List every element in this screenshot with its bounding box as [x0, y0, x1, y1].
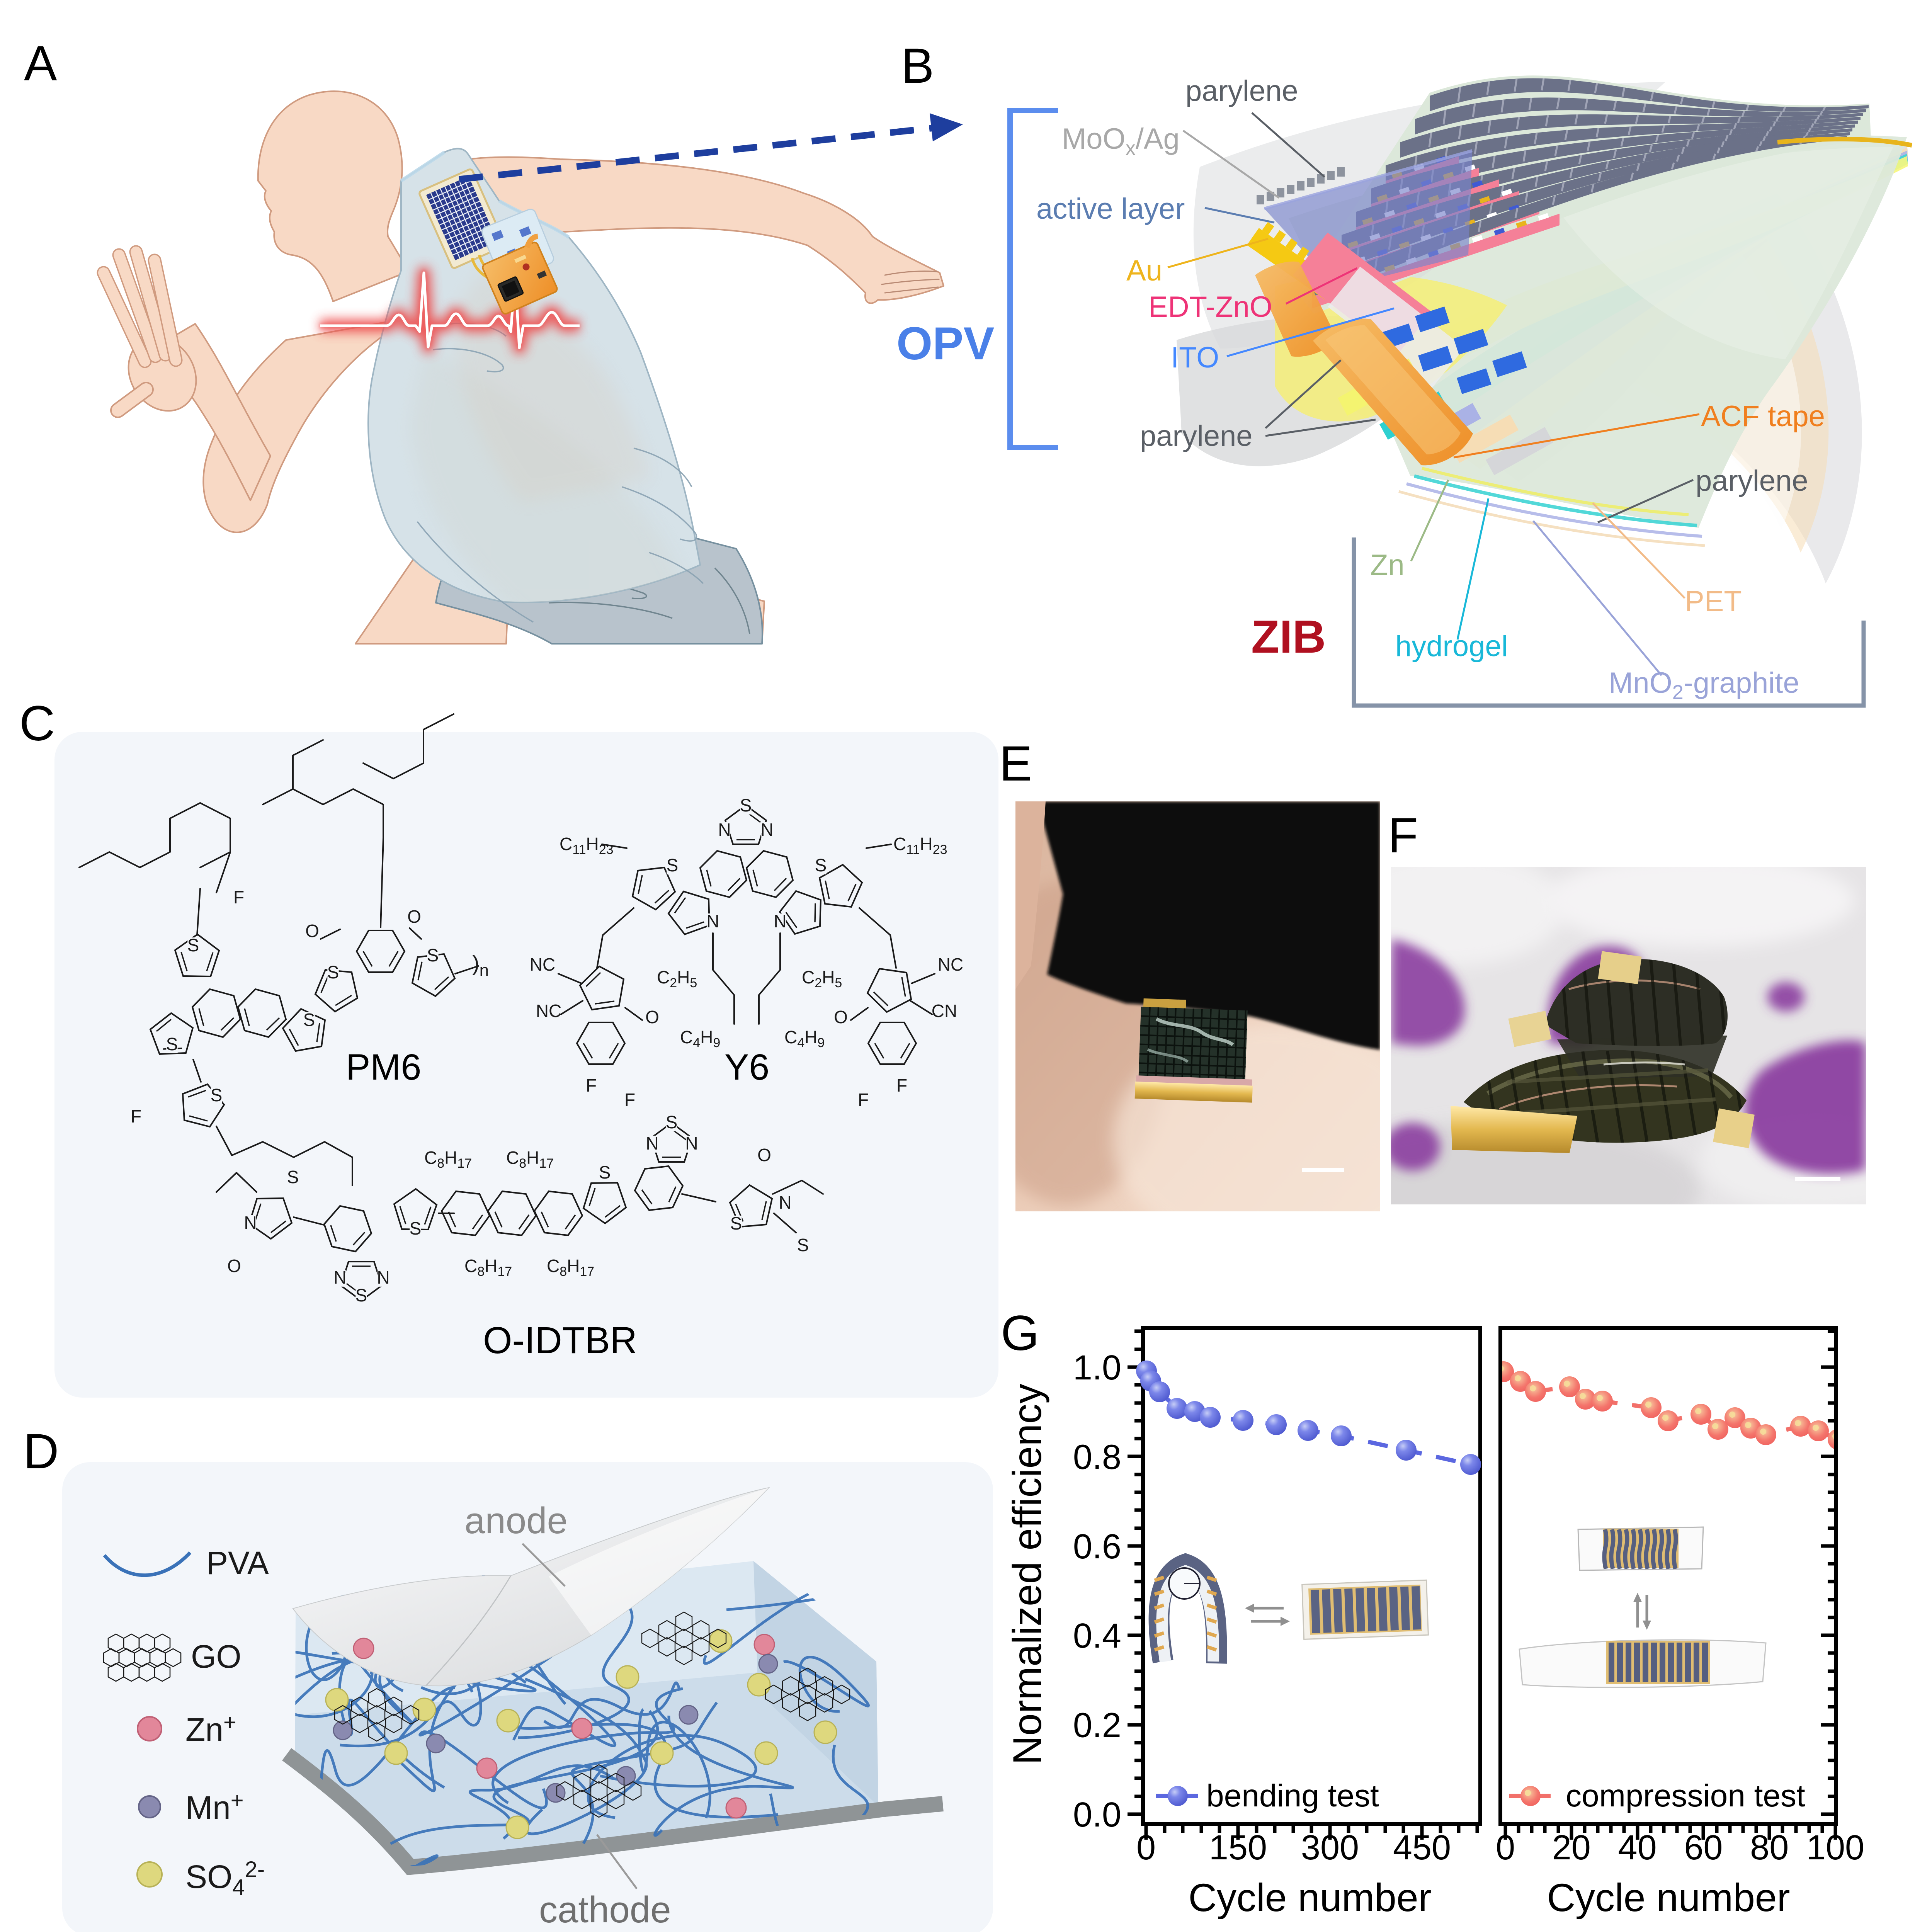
svg-text:N: N	[685, 1133, 698, 1153]
svg-text:ITO: ITO	[1171, 341, 1219, 374]
svg-text:0.0: 0.0	[1073, 1796, 1121, 1834]
svg-text:C: C	[19, 696, 55, 751]
svg-text:O: O	[834, 1007, 848, 1027]
svg-text:C8H17: C8H17	[424, 1148, 472, 1171]
svg-text:S: S	[287, 1167, 299, 1187]
svg-text:F: F	[586, 1075, 597, 1095]
svg-text:Cycle number: Cycle number	[1547, 1876, 1790, 1920]
svg-text:compression test: compression test	[1566, 1778, 1805, 1813]
svg-text:O: O	[407, 906, 421, 927]
svg-text:N: N	[377, 1267, 389, 1287]
svg-text:Zn: Zn	[1370, 549, 1405, 582]
svg-text:F: F	[131, 1106, 141, 1126]
svg-text:S: S	[815, 855, 827, 875]
svg-text:O: O	[305, 921, 319, 941]
svg-text:C8H17: C8H17	[547, 1256, 594, 1279]
svg-text:0.8: 0.8	[1073, 1438, 1121, 1476]
svg-text:S: S	[355, 1285, 367, 1305]
svg-text:anode: anode	[464, 1500, 568, 1541]
svg-text:N: N	[779, 1192, 791, 1213]
svg-text:A: A	[24, 36, 57, 91]
svg-text:S: S	[427, 945, 439, 965]
svg-text:Normalized efficiency: Normalized efficiency	[1005, 1384, 1050, 1765]
svg-text:OPV: OPV	[896, 318, 994, 369]
svg-text:0.6: 0.6	[1073, 1527, 1121, 1566]
svg-text:ZIB: ZIB	[1251, 611, 1326, 663]
svg-text:O: O	[757, 1145, 771, 1165]
svg-text:F: F	[896, 1075, 907, 1095]
svg-text:NC: NC	[530, 954, 555, 975]
svg-text:B: B	[901, 38, 934, 94]
svg-text:MnO2-graphite: MnO2-graphite	[1609, 667, 1799, 704]
svg-text:N: N	[774, 911, 786, 931]
svg-text:F: F	[624, 1090, 635, 1110]
svg-text:C11H23: C11H23	[560, 834, 614, 857]
svg-text:S: S	[327, 962, 339, 982]
svg-text:S: S	[797, 1235, 809, 1255]
svg-text:0.4: 0.4	[1073, 1617, 1121, 1655]
svg-text:O-IDTBR: O-IDTBR	[483, 1319, 637, 1361]
svg-text:C11H23: C11H23	[893, 834, 947, 857]
svg-text:D: D	[23, 1424, 59, 1479]
svg-text:N: N	[718, 820, 731, 840]
svg-text:S: S	[740, 795, 752, 815]
svg-text:PET: PET	[1685, 585, 1742, 618]
svg-text:N: N	[244, 1213, 257, 1233]
svg-text:S: S	[303, 1010, 315, 1030]
svg-text:GO: GO	[191, 1638, 242, 1675]
svg-text:S: S	[666, 1112, 678, 1132]
svg-text:S: S	[599, 1162, 611, 1182]
svg-text:F: F	[233, 887, 244, 907]
svg-text:O: O	[227, 1256, 241, 1276]
svg-text:G: G	[1001, 1306, 1039, 1361]
svg-text:C8H17: C8H17	[464, 1256, 512, 1279]
svg-text:parylene: parylene	[1185, 75, 1298, 107]
svg-text:Cycle number: Cycle number	[1188, 1876, 1431, 1920]
svg-text:F: F	[858, 1090, 869, 1110]
svg-text:Y6: Y6	[724, 1047, 769, 1088]
svg-text:N: N	[760, 820, 773, 840]
svg-text:S: S	[667, 855, 679, 875]
svg-text:O: O	[645, 1007, 659, 1027]
svg-text:PM6: PM6	[346, 1047, 421, 1088]
svg-text:parylene: parylene	[1696, 464, 1808, 497]
svg-text:S: S	[410, 1218, 422, 1238]
svg-text:N: N	[706, 911, 719, 931]
svg-text:NC: NC	[938, 954, 963, 975]
svg-text:Au: Au	[1126, 254, 1162, 287]
svg-text:S: S	[211, 1085, 223, 1105]
svg-text:PVA: PVA	[206, 1545, 269, 1581]
svg-text:1.0: 1.0	[1073, 1349, 1121, 1387]
svg-text:ACF tape: ACF tape	[1701, 400, 1825, 433]
svg-text:hydrogel: hydrogel	[1395, 630, 1508, 663]
svg-text:MoOx/Ag: MoOx/Ag	[1062, 122, 1180, 160]
svg-text:active layer: active layer	[1036, 192, 1185, 225]
svg-text:S: S	[166, 1034, 178, 1054]
svg-text:F: F	[1388, 808, 1418, 863]
svg-text:N: N	[333, 1267, 346, 1287]
svg-text:S: S	[187, 935, 199, 955]
svg-text:0.2: 0.2	[1073, 1706, 1121, 1745]
svg-text:cathode: cathode	[539, 1889, 671, 1930]
svg-text:CN: CN	[932, 1001, 957, 1021]
svg-text:C4H9: C4H9	[680, 1027, 720, 1050]
svg-text:NC: NC	[536, 1001, 561, 1021]
svg-text:S: S	[730, 1213, 742, 1233]
svg-text:N: N	[646, 1133, 658, 1153]
svg-text:E: E	[999, 736, 1032, 791]
svg-text:Mn+: Mn+	[185, 1788, 244, 1826]
svg-text:parylene: parylene	[1140, 420, 1253, 452]
svg-text:bending test: bending test	[1206, 1778, 1379, 1813]
svg-text:C2H5: C2H5	[657, 967, 697, 990]
svg-text:EDT-ZnO: EDT-ZnO	[1148, 291, 1272, 323]
